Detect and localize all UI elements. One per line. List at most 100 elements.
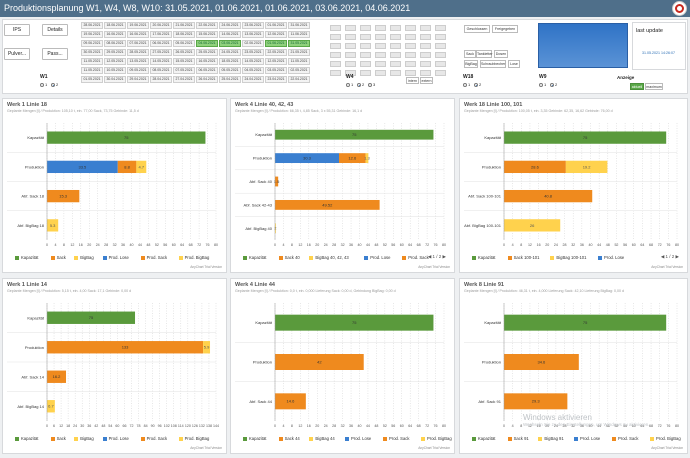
- option-square[interactable]: [330, 61, 341, 67]
- date-cell[interactable]: 31.06.2021: [288, 22, 310, 29]
- date-cell[interactable]: 11.05.2021: [288, 58, 310, 65]
- date-cell[interactable]: 24.04.2021: [242, 76, 264, 83]
- date-cell[interactable]: 24.06.2021: [219, 22, 241, 29]
- date-cell[interactable]: 07.06.2021: [127, 40, 149, 47]
- date-cell[interactable]: 03.06.2021: [219, 40, 241, 47]
- option-square[interactable]: [390, 61, 401, 67]
- option-square[interactable]: [420, 34, 431, 40]
- date-cell[interactable]: 18.05.2021: [219, 58, 241, 65]
- option-square[interactable]: [345, 52, 356, 58]
- option-square[interactable]: [345, 70, 356, 76]
- date-cell[interactable]: 14.05.2021: [150, 58, 172, 65]
- option-square[interactable]: [390, 34, 401, 40]
- option-square[interactable]: [390, 25, 401, 31]
- left-button-ips[interactable]: IPS: [4, 24, 30, 36]
- w4-button-extern[interactable]: extern: [420, 77, 433, 84]
- option-square[interactable]: [435, 25, 446, 31]
- filter-button-tankletter[interactable]: Tankletter: [476, 50, 493, 58]
- line-radio[interactable]: [357, 83, 361, 87]
- option-square[interactable]: [375, 52, 386, 58]
- date-cell[interactable]: 18.06.2021: [173, 31, 195, 38]
- date-cell[interactable]: 28.06.2021: [81, 22, 103, 29]
- option-square[interactable]: [345, 43, 356, 49]
- legend-pager[interactable]: ◀ 1 / 2 ▶: [660, 254, 679, 259]
- option-square[interactable]: [330, 70, 341, 76]
- date-cell[interactable]: 18.06.2021: [104, 22, 126, 29]
- date-cell[interactable]: 26.04.2021: [196, 76, 218, 83]
- line-radio[interactable]: [51, 83, 55, 87]
- option-square[interactable]: [360, 61, 371, 67]
- option-square[interactable]: [435, 43, 446, 49]
- line-radio[interactable]: [539, 83, 543, 87]
- option-square[interactable]: [420, 25, 431, 31]
- option-square[interactable]: [405, 34, 416, 40]
- option-square[interactable]: [375, 25, 386, 31]
- option-square[interactable]: [345, 25, 356, 31]
- date-cell[interactable]: 06.05.2021: [196, 67, 218, 74]
- date-cell[interactable]: 04.05.2021: [242, 67, 264, 74]
- date-cell[interactable]: 05.05.2021: [219, 67, 241, 74]
- option-square[interactable]: [375, 34, 386, 40]
- date-cell[interactable]: 11.06.2021: [288, 31, 310, 38]
- date-cell[interactable]: 11.05.2021: [81, 58, 103, 65]
- line-radio[interactable]: [474, 83, 478, 87]
- date-cell[interactable]: 19.06.2021: [127, 22, 149, 29]
- date-cell[interactable]: 23.04.2021: [265, 76, 287, 83]
- date-cell[interactable]: 02.06.2021: [242, 40, 264, 47]
- date-cell[interactable]: 31.05.2021: [288, 40, 310, 47]
- date-cell[interactable]: 17.06.2021: [150, 31, 172, 38]
- option-square[interactable]: [420, 61, 431, 67]
- filter-button-sack[interactable]: Sack: [464, 50, 476, 58]
- filter-button-lose[interactable]: Lose: [508, 60, 520, 68]
- option-square[interactable]: [405, 61, 416, 67]
- date-cell[interactable]: 19.06.2021: [81, 31, 103, 38]
- option-square[interactable]: [330, 25, 341, 31]
- date-cell[interactable]: 28.04.2021: [150, 76, 172, 83]
- date-cell[interactable]: 16.06.2021: [127, 31, 149, 38]
- option-square[interactable]: [360, 43, 371, 49]
- date-cell[interactable]: 15.06.2021: [196, 31, 218, 38]
- anzeige-button-maximum[interactable]: maximum: [645, 83, 663, 90]
- option-square[interactable]: [420, 52, 431, 58]
- date-cell[interactable]: 10.05.2021: [104, 67, 126, 74]
- left-button-details[interactable]: Details: [42, 24, 68, 36]
- filter-button-freigegeben[interactable]: Freigegeben: [492, 25, 518, 33]
- date-cell[interactable]: 20.06.2021: [150, 22, 172, 29]
- anzeige-button-aktuell[interactable]: aktuell: [630, 83, 644, 90]
- date-cell[interactable]: 29.04.2021: [127, 76, 149, 83]
- date-cell[interactable]: 14.05.2021: [242, 58, 264, 65]
- left-button-pulver[interactable]: Pulver...: [4, 48, 30, 60]
- date-cell[interactable]: 03.05.2021: [265, 67, 287, 74]
- filter-button-schraubbecher[interactable]: Schraubbecher: [480, 60, 506, 68]
- filter-button-bigbag[interactable]: BigBag: [464, 60, 478, 68]
- option-square[interactable]: [390, 52, 401, 58]
- date-cell[interactable]: 12.06.2021: [265, 31, 287, 38]
- date-cell[interactable]: 23.06.2021: [242, 22, 264, 29]
- option-square[interactable]: [435, 70, 446, 76]
- date-cell[interactable]: 08.05.2021: [150, 67, 172, 74]
- option-square[interactable]: [435, 61, 446, 67]
- option-square[interactable]: [345, 61, 356, 67]
- date-cell[interactable]: 26.05.2021: [173, 49, 195, 56]
- date-cell[interactable]: 02.05.2021: [288, 67, 310, 74]
- date-cell[interactable]: 13.06.2021: [242, 31, 264, 38]
- option-square[interactable]: [390, 70, 401, 76]
- date-cell[interactable]: 01.06.2021: [265, 40, 287, 47]
- option-square[interactable]: [405, 43, 416, 49]
- option-square[interactable]: [330, 52, 341, 58]
- legend-pager[interactable]: ◀ 1 / 2 ▶: [427, 254, 446, 259]
- date-cell[interactable]: 16.05.2021: [196, 58, 218, 65]
- left-button-pass[interactable]: Pass...: [42, 48, 68, 60]
- option-square[interactable]: [375, 70, 386, 76]
- date-cell[interactable]: 27.04.2021: [173, 76, 195, 83]
- date-cell[interactable]: 30.05.2021: [81, 49, 103, 56]
- filter-button-dosen[interactable]: Dosen: [494, 50, 508, 58]
- line-radio[interactable]: [550, 83, 554, 87]
- date-cell[interactable]: 22.04.2021: [288, 76, 310, 83]
- date-cell[interactable]: 08.06.2021: [104, 40, 126, 47]
- option-square[interactable]: [360, 34, 371, 40]
- date-cell[interactable]: 28.05.2021: [127, 49, 149, 56]
- option-square[interactable]: [330, 34, 341, 40]
- date-cell[interactable]: 05.06.2021: [173, 40, 195, 47]
- filter-button-geschlossen[interactable]: Geschlossen: [464, 25, 490, 33]
